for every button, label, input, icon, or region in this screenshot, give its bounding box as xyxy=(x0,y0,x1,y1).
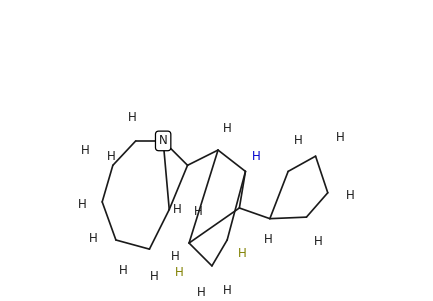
Text: H: H xyxy=(173,203,181,216)
Text: H: H xyxy=(264,234,272,247)
Text: H: H xyxy=(197,286,206,299)
Text: H: H xyxy=(119,264,128,278)
Text: H: H xyxy=(238,247,246,260)
Text: H: H xyxy=(346,189,355,202)
Text: H: H xyxy=(314,235,323,248)
Text: H: H xyxy=(171,250,180,263)
Text: H: H xyxy=(223,122,232,135)
Text: H: H xyxy=(175,266,184,279)
Text: H: H xyxy=(294,135,303,147)
Text: H: H xyxy=(194,205,203,218)
Text: N: N xyxy=(159,135,168,147)
Text: H: H xyxy=(107,150,116,163)
Text: H: H xyxy=(150,271,158,284)
Text: H: H xyxy=(89,232,97,245)
Text: H: H xyxy=(223,284,232,297)
Text: H: H xyxy=(78,198,87,211)
Text: H: H xyxy=(81,144,90,157)
Text: H: H xyxy=(128,111,137,124)
Text: H: H xyxy=(336,131,344,144)
Text: H: H xyxy=(252,150,261,163)
